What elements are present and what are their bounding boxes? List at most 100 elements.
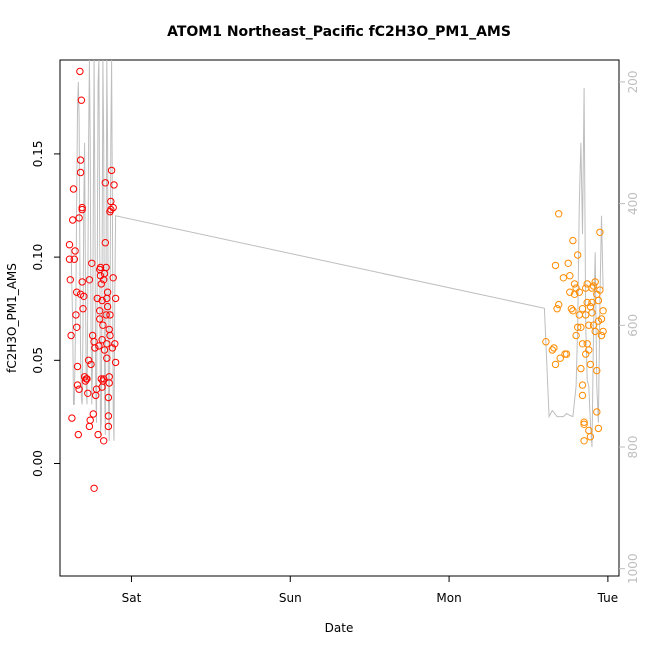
x-axis: Sat Sun Mon Tue: [122, 576, 619, 605]
data-point: [588, 284, 596, 292]
data-point: [83, 375, 91, 383]
data-point: [583, 340, 591, 348]
data-point: [107, 205, 115, 214]
data-point: [589, 282, 598, 290]
data-point: [101, 239, 110, 247]
data-point: [65, 255, 74, 263]
data-point: [74, 430, 83, 439]
data-point: [586, 302, 595, 311]
data-point: [550, 344, 558, 352]
data-point: [95, 342, 103, 350]
y-axis-label: fC2H3O_PM1_AMS: [5, 263, 19, 373]
y-tick-label: 0.15: [31, 141, 45, 168]
data-point: [105, 325, 113, 334]
data-point: [594, 424, 603, 433]
data-point: [80, 373, 89, 381]
data-point: [76, 67, 84, 76]
data-point: [599, 327, 607, 336]
data-point: [70, 255, 79, 263]
data-point: [570, 280, 579, 288]
data-point: [66, 276, 75, 284]
data-point: [96, 263, 105, 272]
data-point: [582, 311, 590, 319]
data-point: [103, 302, 112, 311]
data-point: [72, 311, 80, 319]
data-point: [574, 251, 582, 259]
x-tick-label: Tue: [597, 591, 619, 605]
data-point: [562, 350, 571, 358]
data-point: [577, 323, 585, 331]
data-point: [586, 360, 595, 369]
data-point: [583, 280, 591, 288]
data-point: [569, 236, 577, 245]
data-point: [109, 274, 117, 282]
data-point: [88, 259, 96, 267]
data-point: [78, 203, 86, 212]
data-point: [75, 385, 83, 393]
x-axis-label: Date: [325, 621, 354, 635]
data-point: [86, 416, 94, 424]
y-tick-label: 0.05: [31, 347, 45, 374]
right-axis: 200 400 600 800 1000: [619, 70, 640, 584]
data-point: [569, 307, 577, 315]
data-point: [580, 420, 588, 428]
data-point: [556, 354, 564, 362]
data-point: [84, 356, 93, 364]
data-point: [578, 391, 587, 400]
data-point: [104, 393, 113, 402]
data-point: [91, 344, 99, 352]
data-point: [73, 288, 81, 296]
data-point: [97, 375, 106, 383]
data-point: [77, 96, 86, 104]
data-point: [588, 309, 596, 317]
data-point: [596, 286, 604, 294]
data-point: [107, 166, 116, 175]
data-point: [97, 280, 106, 288]
data-point: [111, 340, 119, 348]
data-point: [593, 366, 601, 375]
data-point: [555, 300, 563, 309]
data-point: [107, 197, 115, 206]
data-point: [559, 274, 568, 282]
data-point: [596, 228, 604, 237]
data-point: [104, 412, 113, 420]
data-point: [84, 389, 92, 397]
chart-title: ATOM1 Northeast_Pacific fC2H3O_PM1_AMS: [167, 24, 511, 40]
data-point: [98, 296, 106, 305]
data-point: [76, 156, 85, 164]
data-point: [548, 346, 556, 354]
right-tick-label: 1000: [626, 553, 640, 584]
data-point: [578, 305, 587, 313]
data-point: [106, 331, 114, 340]
data-point: [108, 344, 117, 352]
data-point: [111, 294, 120, 303]
data-point: [580, 437, 588, 445]
data-point: [105, 373, 113, 381]
data-point: [588, 298, 596, 307]
data-point: [100, 346, 109, 354]
data-point: [575, 288, 583, 296]
data-point: [580, 418, 588, 426]
data-point: [69, 185, 78, 193]
data-point: [100, 437, 108, 445]
data-point: [99, 321, 107, 329]
data-point: [578, 381, 587, 389]
x-tick-label: Sat: [122, 591, 142, 605]
data-point: [104, 422, 113, 431]
data-point: [597, 315, 606, 323]
profile-line-layer: [70, 59, 604, 448]
data-point: [73, 323, 81, 331]
data-point: [593, 408, 601, 416]
y-tick-label: 0.00: [31, 450, 45, 477]
data-point: [542, 338, 550, 346]
data-point: [591, 327, 599, 336]
data-point: [102, 263, 110, 272]
data-point: [98, 336, 106, 344]
data-point: [71, 247, 79, 255]
data-point: [96, 307, 104, 315]
right-tick-label: 600: [626, 314, 640, 337]
data-point: [79, 305, 87, 313]
data-point: [591, 278, 599, 286]
data-point: [551, 360, 560, 369]
